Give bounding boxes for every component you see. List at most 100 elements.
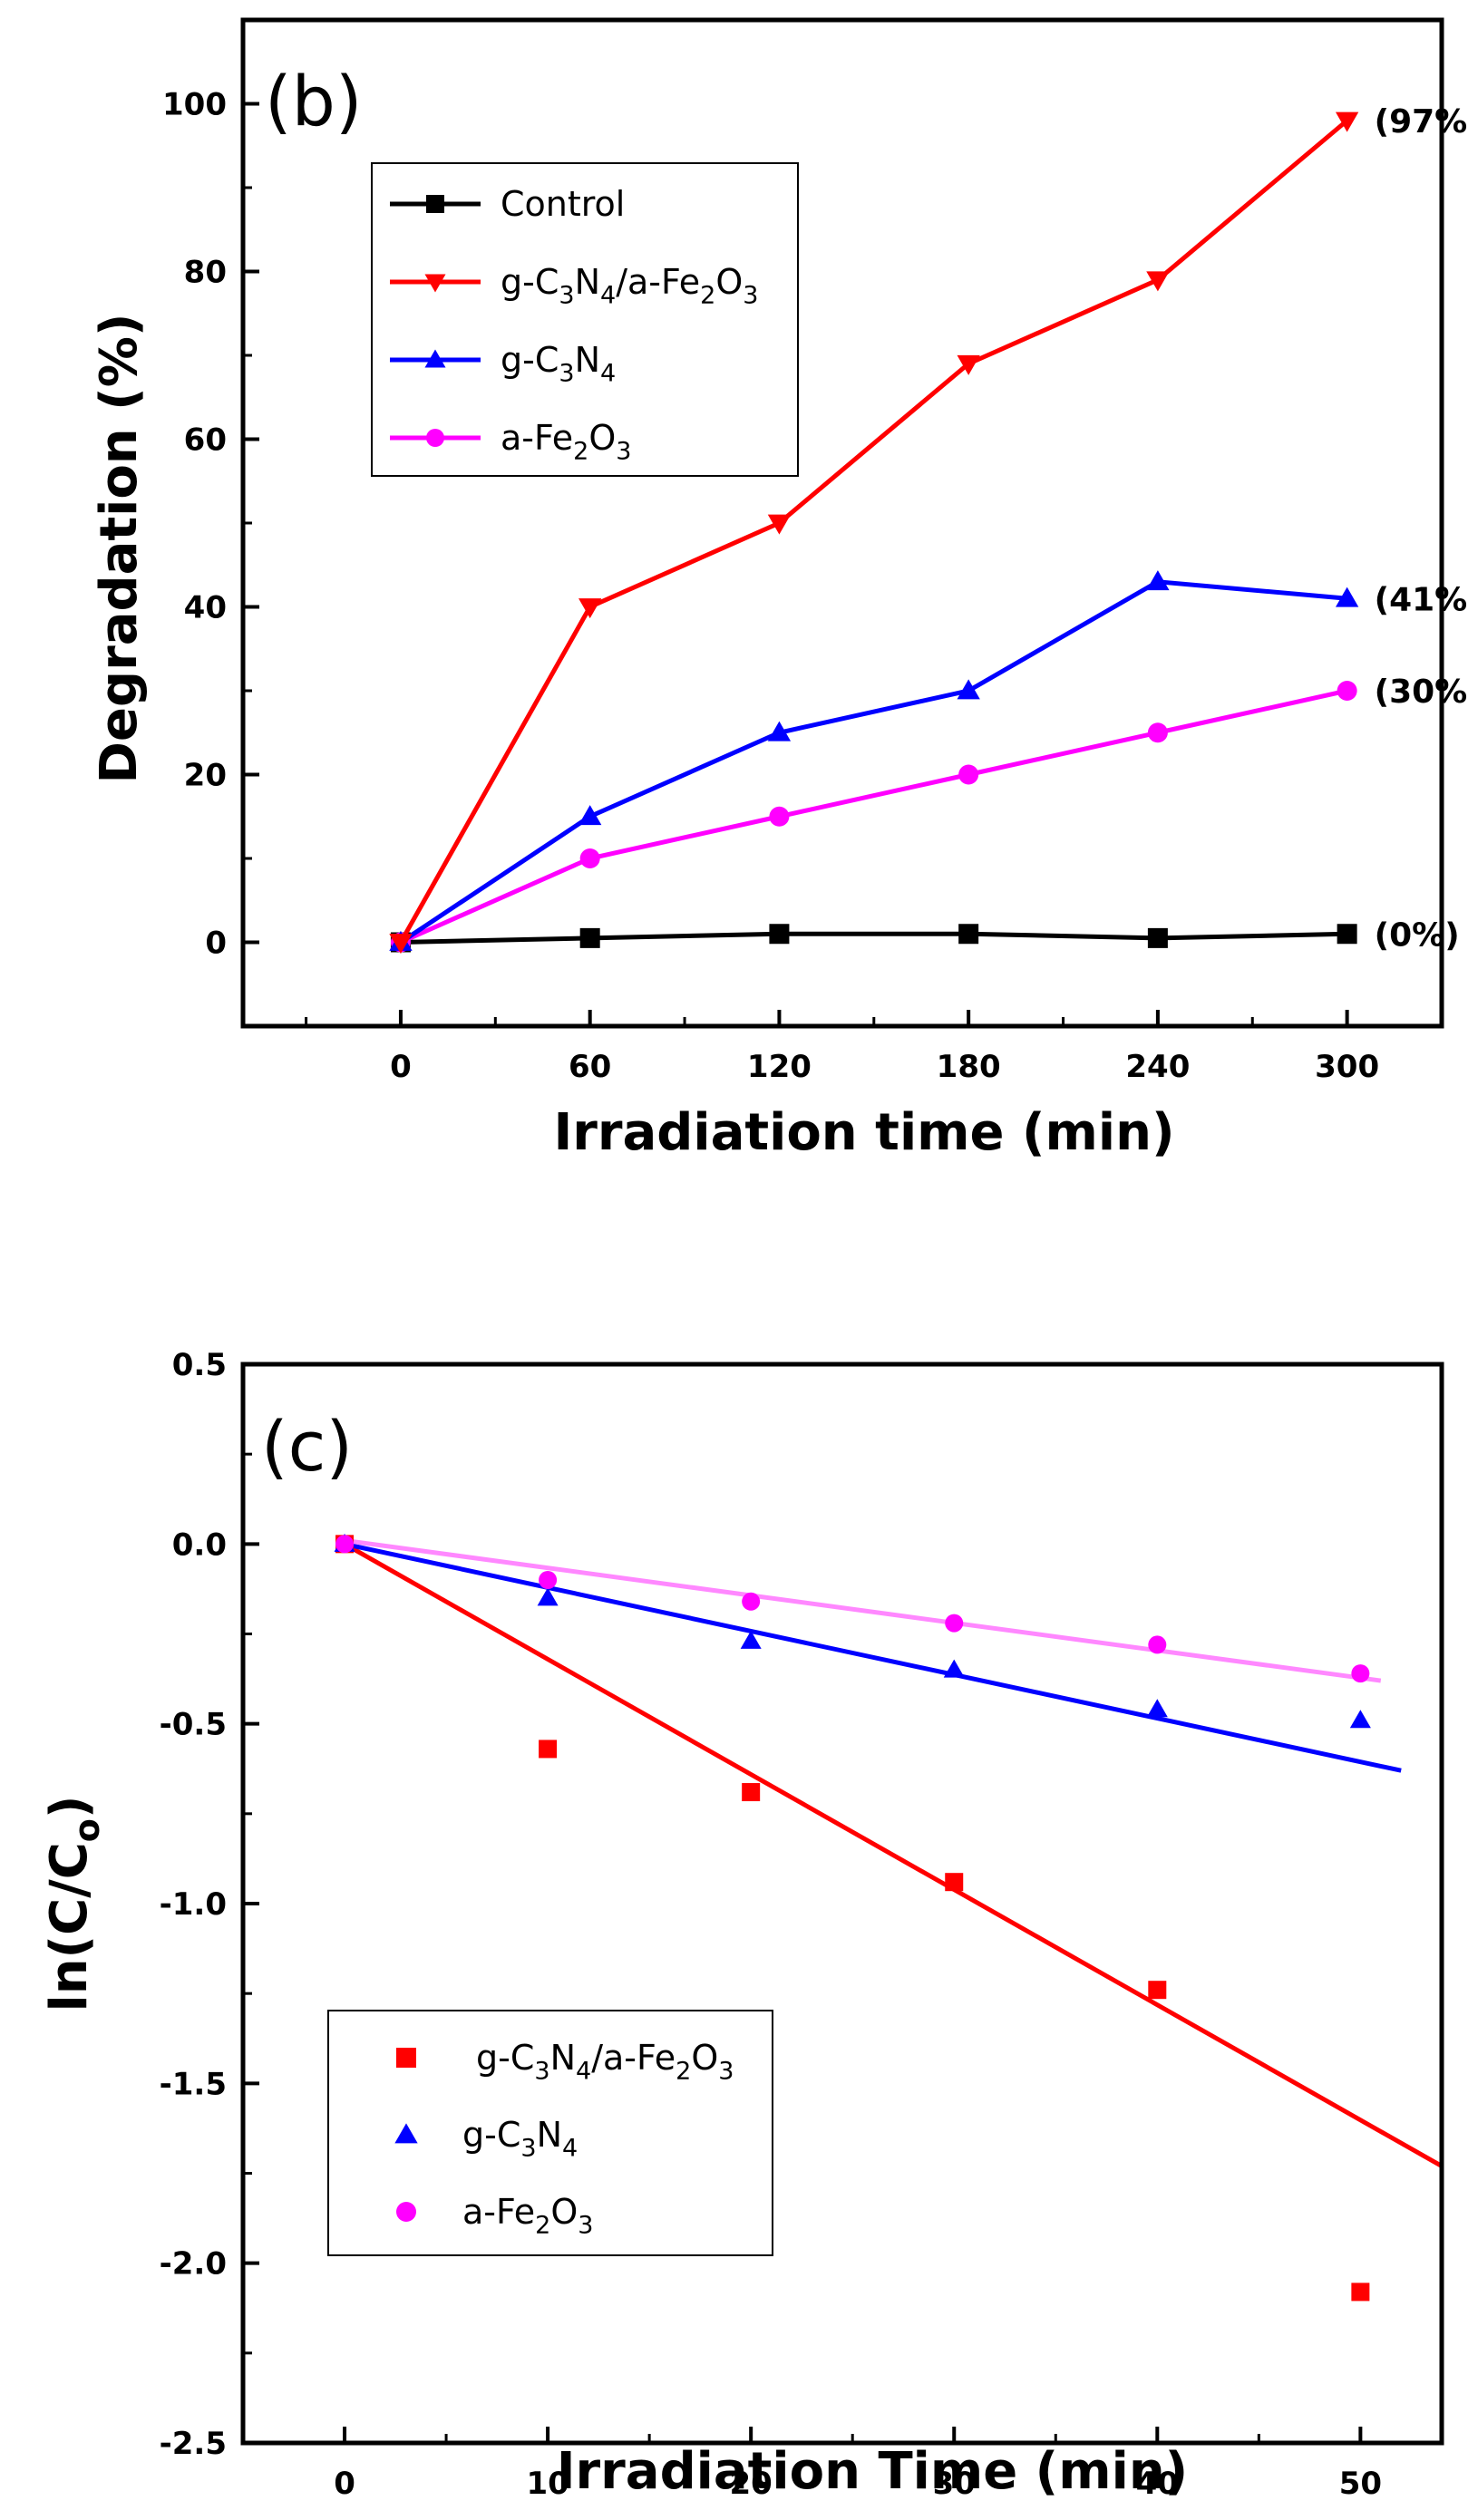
panel-c-y-axis-title: ln(C/Co) xyxy=(40,1795,107,2011)
y-tick-label: 40 xyxy=(184,590,227,626)
data-point xyxy=(1147,927,1168,948)
x-tick-label: 10 xyxy=(526,2466,569,2502)
chart-panel-b: (0%) (30%) (41%) (97%) 0 60 120 180 240 300 0 20 40… xyxy=(90,17,1468,1162)
data-point xyxy=(1351,2283,1370,2302)
legend-label: Control xyxy=(501,184,625,224)
data-point xyxy=(1146,570,1170,591)
data-point xyxy=(958,924,979,945)
panel-b-label: (b) xyxy=(265,61,363,141)
legend-label: a-Fe2O3 xyxy=(501,418,631,466)
data-point xyxy=(957,354,980,375)
end-value-label: (97%) xyxy=(1375,103,1468,141)
x-tick-label: 0 xyxy=(334,2466,355,2502)
x-tick-label: 30 xyxy=(933,2466,976,2502)
y-tick-label: -1.0 xyxy=(160,1886,227,1923)
panel-b-legend: Control g-C3N4/a-Fe2O3 g-C3N4 a-Fe2O3 xyxy=(371,162,799,477)
data-point xyxy=(1337,681,1357,701)
end-value-label: (0%) xyxy=(1375,916,1460,954)
panel-c-y-axis-title-group: ln(C/Co) xyxy=(40,1795,107,2011)
data-point xyxy=(579,848,600,868)
x-tick-label: 40 xyxy=(1136,2466,1179,2502)
y-tick-label: 80 xyxy=(184,255,227,291)
data-point xyxy=(957,679,980,700)
x-tick-label: 0 xyxy=(390,1049,412,1085)
data-point xyxy=(1351,1664,1370,1683)
panel-b-y-axis-title: Degradation (%) xyxy=(90,314,149,784)
data-point xyxy=(1147,722,1168,743)
fit-line xyxy=(344,1537,1382,1683)
legend-label: a-Fe2O3 xyxy=(462,2192,593,2240)
y-tick-label: -2.5 xyxy=(160,2426,227,2462)
y-tick-label: 20 xyxy=(184,758,227,794)
legend-marker xyxy=(424,349,446,368)
y-tick-label: -2.0 xyxy=(160,2246,227,2283)
panel-c-plot-frame xyxy=(240,1362,1444,2446)
legend-label: g-C3N4 xyxy=(501,340,616,388)
series-line xyxy=(399,579,1347,945)
data-point xyxy=(389,934,413,955)
data-point xyxy=(945,1614,964,1633)
x-tick-label: 180 xyxy=(937,1049,1001,1085)
x-tick-label: 120 xyxy=(747,1049,812,1085)
fit-line xyxy=(343,1542,1444,2168)
legend-marker xyxy=(424,274,446,293)
data-point xyxy=(579,927,600,948)
y-tick-label: -1.5 xyxy=(160,2066,227,2102)
panel-c-legend: g-C3N4/a-Fe2O3 g-C3N4 a-Fe2O3 xyxy=(327,2010,773,2256)
series-line xyxy=(400,931,1347,945)
data-point xyxy=(769,924,790,945)
panel-c-x-axis-title: Irradiation Time (min) xyxy=(557,2442,1189,2501)
data-point xyxy=(539,1571,558,1589)
panel-b-marks: (0%) (30%) (41%) (97%) xyxy=(389,103,1468,954)
data-point xyxy=(943,1659,965,1678)
panel-b-x-axis-title: Irradiation time (min) xyxy=(553,1103,1174,1162)
panel-c-marks xyxy=(334,1533,1444,2302)
data-point xyxy=(1148,1981,1167,2000)
x-tick-label: 240 xyxy=(1125,1049,1190,1085)
data-point xyxy=(740,1630,762,1649)
legend-marker xyxy=(396,2048,416,2068)
data-point xyxy=(335,1535,355,1554)
legend-box xyxy=(371,162,799,477)
panel-c-label: (c) xyxy=(261,1406,353,1487)
data-point xyxy=(767,721,792,741)
data-point xyxy=(578,805,602,826)
data-point xyxy=(578,598,602,619)
data-point xyxy=(958,764,979,785)
data-point xyxy=(1148,1635,1167,1654)
data-point xyxy=(742,1783,761,1802)
data-point xyxy=(1337,924,1357,945)
legend-marker xyxy=(396,2202,416,2222)
series-line xyxy=(398,119,1349,944)
y-tick-label: 0.5 xyxy=(172,1347,227,1383)
y-tick-label: 0 xyxy=(205,926,227,962)
chart-panel-c: 0 10 20 30 40 50 0.5 0.0 -0.5 -1.0 -1.5 -2.0 -2.5 (c… xyxy=(40,1347,1444,2502)
panel-c-ticks: 0 10 20 30 40 50 0.5 0.0 -0.5 -1.0 -1.5 -2.0 -2.5 xyxy=(160,1347,1382,2502)
end-value-label: (41%) xyxy=(1375,581,1468,618)
y-tick-label: 100 xyxy=(162,87,227,123)
data-point xyxy=(537,1587,559,1606)
fit-line xyxy=(344,1541,1402,1773)
data-point xyxy=(1146,1699,1168,1718)
end-value-label: (30%) xyxy=(1375,674,1468,711)
legend-label: g-C3N4/a-Fe2O3 xyxy=(476,2038,734,2086)
legend-label: g-C3N4/a-Fe2O3 xyxy=(501,262,758,310)
data-point xyxy=(769,806,790,827)
y-tick-label: 60 xyxy=(184,422,227,459)
data-point xyxy=(742,1592,761,1611)
data-point xyxy=(1349,1710,1371,1729)
legend-marker xyxy=(426,195,444,213)
data-point xyxy=(767,514,792,535)
data-point xyxy=(539,1740,558,1759)
data-point xyxy=(1335,586,1359,607)
panel-b-ticks: 0 60 120 180 240 300 0 20 40 60 80 100 xyxy=(162,18,1444,1085)
data-point xyxy=(945,1873,964,1892)
legend-label: g-C3N4 xyxy=(462,2115,578,2163)
x-tick-label: 20 xyxy=(730,2466,773,2502)
data-point xyxy=(1146,271,1170,292)
series-line xyxy=(399,688,1348,945)
legend-marker xyxy=(426,429,444,447)
legend-marker xyxy=(394,2123,418,2144)
y-tick-label: -0.5 xyxy=(160,1707,227,1743)
